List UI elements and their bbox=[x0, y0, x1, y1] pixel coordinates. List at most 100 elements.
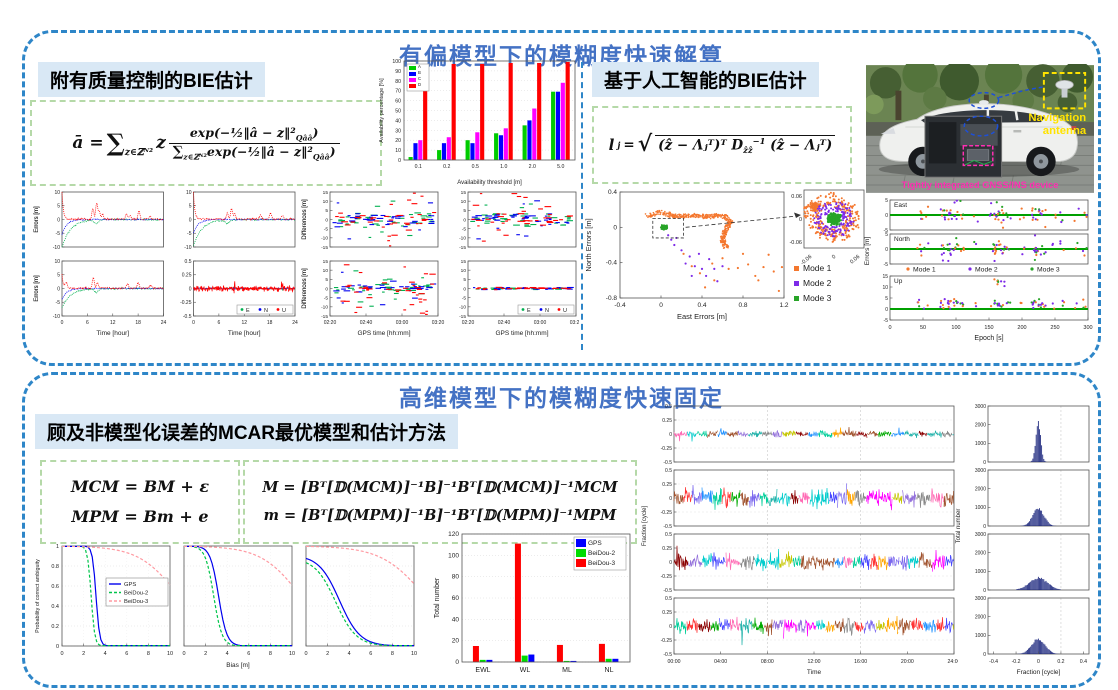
gnss-ins-device-label: Tightly integrated GNSS/INS device bbox=[902, 180, 1059, 190]
door-circle-annotation bbox=[963, 115, 999, 137]
svg-text:5.0: 5.0 bbox=[557, 164, 564, 170]
svg-text:North: North bbox=[894, 236, 910, 243]
panel2-title: 高维模型下的模糊度快速固定 bbox=[399, 385, 724, 411]
panel1-divider bbox=[581, 62, 583, 350]
svg-text:E: E bbox=[246, 308, 250, 314]
svg-text:03:00: 03:00 bbox=[534, 320, 547, 326]
svg-text:10: 10 bbox=[54, 259, 60, 265]
svg-text:0: 0 bbox=[613, 224, 617, 231]
svg-text:0: 0 bbox=[325, 286, 328, 292]
svg-text:-0.4: -0.4 bbox=[606, 260, 618, 267]
svg-text:-0.5: -0.5 bbox=[663, 460, 672, 466]
svg-text:-10: -10 bbox=[184, 245, 191, 251]
sum-symbol: ∑z∈ℤᴺ² bbox=[106, 128, 154, 158]
bie-fraction: exp(−½‖â − z‖²Qââ) ∑z∈ℤᴺ²exp(−½‖â − z‖²Q… bbox=[168, 125, 340, 161]
svg-text:6: 6 bbox=[369, 651, 372, 657]
svg-text:03:20: 03:20 bbox=[570, 320, 579, 326]
svg-text:Bias [m]: Bias [m] bbox=[226, 662, 250, 669]
svg-text:Mode 2: Mode 2 bbox=[803, 278, 832, 288]
svg-text:02:40: 02:40 bbox=[498, 320, 511, 326]
svg-text:0: 0 bbox=[463, 217, 466, 223]
svg-text:70: 70 bbox=[395, 89, 401, 95]
svg-text:0: 0 bbox=[60, 651, 63, 657]
bie-z: z bbox=[156, 133, 166, 153]
svg-text:5: 5 bbox=[189, 204, 192, 210]
bie-lhs: ā = bbox=[72, 133, 104, 153]
svg-text:0: 0 bbox=[799, 217, 802, 223]
svg-text:0.5: 0.5 bbox=[665, 596, 672, 602]
svg-text:0: 0 bbox=[61, 320, 64, 326]
svg-text:10: 10 bbox=[461, 268, 467, 274]
mcar-estimator-box: M = [Bᵀ[𝔻(MCM)]⁻¹B]⁻¹Bᵀ[𝔻(MCM)]⁻¹MCM m =… bbox=[243, 460, 637, 544]
device-highlight-box bbox=[962, 144, 994, 167]
svg-text:10: 10 bbox=[323, 199, 329, 205]
svg-text:1000: 1000 bbox=[975, 441, 986, 447]
svg-text:-0.4: -0.4 bbox=[614, 302, 626, 309]
mcm-formula: MCM = BM + ε bbox=[70, 476, 210, 496]
svg-text:E: E bbox=[527, 308, 531, 314]
svg-text:-0.5: -0.5 bbox=[663, 652, 672, 658]
svg-text:0.4: 0.4 bbox=[608, 189, 617, 196]
svg-text:GPS time [hh:mm]: GPS time [hh:mm] bbox=[495, 330, 548, 337]
fraction-time-series: 0.5 0.25 0 -0.25 -0.5 0.5 0.25 0 -0.25 -0.5 0.5 0.2… bbox=[642, 404, 958, 676]
svg-text:-5: -5 bbox=[884, 228, 889, 234]
svg-text:0: 0 bbox=[885, 247, 888, 253]
svg-text:0: 0 bbox=[57, 217, 60, 223]
svg-text:10: 10 bbox=[289, 651, 295, 657]
svg-text:0.25: 0.25 bbox=[662, 418, 672, 424]
svg-text:10: 10 bbox=[323, 268, 329, 274]
svg-text:2000: 2000 bbox=[975, 486, 986, 492]
svg-text:8: 8 bbox=[391, 651, 394, 657]
probability-curves: 00.20.40.60.810 2 4 6 8 10GPSBeiDou-2BeiDou-3… bbox=[35, 544, 417, 669]
svg-text:Errors [m]: Errors [m] bbox=[34, 206, 40, 233]
svg-text:N: N bbox=[264, 308, 268, 314]
svg-text:-5: -5 bbox=[324, 295, 329, 301]
svg-text:60: 60 bbox=[395, 99, 401, 105]
svg-text:5: 5 bbox=[463, 208, 466, 214]
svg-text:0.06: 0.06 bbox=[849, 254, 861, 265]
svg-text:-10: -10 bbox=[459, 236, 466, 242]
svg-text:0.4: 0.4 bbox=[51, 604, 59, 610]
svg-text:0: 0 bbox=[189, 286, 192, 292]
svg-text:0.25: 0.25 bbox=[662, 546, 672, 552]
svg-text:Total number: Total number bbox=[956, 509, 962, 544]
bie-formula-box: ā = ∑z∈ℤᴺ² z exp(−½‖â − z‖²Qââ) ∑z∈ℤᴺ²ex… bbox=[30, 100, 382, 186]
device-inset-photo bbox=[924, 115, 1003, 178]
svg-text:0.4: 0.4 bbox=[1080, 659, 1087, 665]
svg-text:BeiDou-2: BeiDou-2 bbox=[588, 550, 615, 557]
svg-text:Fraction [cycle]: Fraction [cycle] bbox=[642, 506, 648, 547]
svg-text:12: 12 bbox=[241, 320, 247, 326]
heading-ai-bie: 基于人工智能的BIE估计 bbox=[592, 62, 819, 97]
svg-text:4: 4 bbox=[348, 651, 351, 657]
svg-text:10: 10 bbox=[167, 651, 173, 657]
svg-text:GPS: GPS bbox=[588, 540, 602, 547]
svg-text:0: 0 bbox=[192, 320, 195, 326]
svg-text:Errors [m]: Errors [m] bbox=[864, 237, 871, 266]
svg-text:03:20: 03:20 bbox=[432, 320, 445, 326]
svg-text:-5: -5 bbox=[462, 226, 467, 232]
svg-text:0: 0 bbox=[182, 651, 185, 657]
svg-text:-0.5: -0.5 bbox=[663, 524, 672, 530]
svg-text:0: 0 bbox=[888, 325, 891, 331]
svg-text:-0.5: -0.5 bbox=[663, 588, 672, 594]
ai-l: l bbox=[608, 136, 615, 154]
svg-text:02:40: 02:40 bbox=[360, 320, 373, 326]
svg-text:U: U bbox=[563, 308, 567, 314]
svg-text:0.25: 0.25 bbox=[662, 482, 672, 488]
svg-text:5: 5 bbox=[57, 204, 60, 210]
roof-antenna-dome bbox=[979, 100, 989, 105]
m-estimator-formula: M = [Bᵀ[𝔻(MCM)]⁻¹B]⁻¹Bᵀ[𝔻(MCM)]⁻¹MCM bbox=[262, 479, 618, 497]
svg-text:0.6: 0.6 bbox=[51, 584, 59, 590]
svg-text:4: 4 bbox=[104, 651, 107, 657]
svg-text:Time: Time bbox=[807, 669, 822, 676]
svg-text:Probability of correct ambigui: Probability of correct ambiguity bbox=[35, 559, 41, 633]
svg-text:5: 5 bbox=[325, 208, 328, 214]
svg-text:8: 8 bbox=[147, 651, 150, 657]
svg-text:10: 10 bbox=[882, 285, 888, 291]
svg-text:East: East bbox=[894, 202, 907, 209]
svg-text:2: 2 bbox=[204, 651, 207, 657]
svg-text:0: 0 bbox=[669, 624, 672, 630]
svg-text:0.5: 0.5 bbox=[185, 259, 192, 265]
svg-text:Mode 3: Mode 3 bbox=[1037, 267, 1060, 274]
